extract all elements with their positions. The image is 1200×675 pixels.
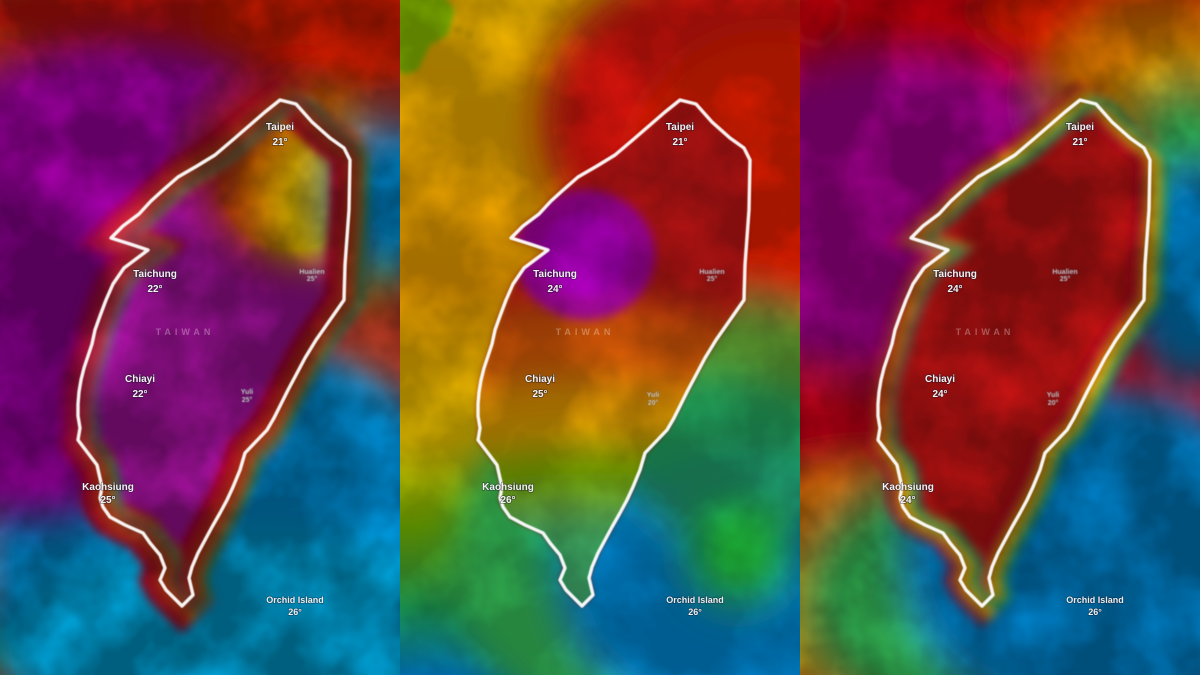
svg-text:TAIWAN: TAIWAN bbox=[956, 327, 1015, 337]
svg-text:21°: 21° bbox=[672, 137, 687, 148]
svg-text:Chiayi: Chiayi bbox=[125, 374, 155, 385]
svg-text:Taipei: Taipei bbox=[1066, 122, 1094, 133]
svg-text:TAIWAN: TAIWAN bbox=[556, 327, 615, 337]
svg-text:24°: 24° bbox=[932, 389, 947, 400]
svg-text:Yuli: Yuli bbox=[647, 392, 660, 399]
svg-text:Kaohsiung: Kaohsiung bbox=[882, 482, 934, 493]
svg-text:Orchid Island: Orchid Island bbox=[666, 595, 724, 605]
svg-text:25°: 25° bbox=[100, 495, 115, 506]
svg-text:25°: 25° bbox=[532, 389, 547, 400]
svg-text:Yuli: Yuli bbox=[241, 389, 254, 396]
svg-text:Hualien: Hualien bbox=[699, 269, 724, 276]
svg-text:26°: 26° bbox=[288, 607, 302, 617]
svg-text:Orchid Island: Orchid Island bbox=[1066, 595, 1124, 605]
svg-text:Taichung: Taichung bbox=[133, 269, 177, 280]
svg-text:Hualien: Hualien bbox=[1052, 269, 1077, 276]
svg-text:24°: 24° bbox=[547, 284, 562, 295]
svg-text:21°: 21° bbox=[1072, 137, 1087, 148]
svg-text:24°: 24° bbox=[900, 495, 915, 506]
svg-text:22°: 22° bbox=[147, 284, 162, 295]
svg-text:Taichung: Taichung bbox=[933, 269, 977, 280]
svg-text:TAIWAN: TAIWAN bbox=[156, 327, 215, 337]
svg-text:25°: 25° bbox=[307, 275, 318, 283]
svg-text:Yuli: Yuli bbox=[1047, 392, 1060, 399]
svg-text:Chiayi: Chiayi bbox=[925, 374, 955, 385]
svg-text:Taipei: Taipei bbox=[666, 122, 694, 133]
svg-text:Orchid Island: Orchid Island bbox=[266, 595, 324, 605]
svg-text:25°: 25° bbox=[1060, 275, 1071, 283]
svg-text:Taipei: Taipei bbox=[266, 122, 294, 133]
svg-text:25°: 25° bbox=[707, 275, 718, 283]
svg-text:26°: 26° bbox=[1088, 607, 1102, 617]
svg-text:26°: 26° bbox=[688, 607, 702, 617]
svg-text:Chiayi: Chiayi bbox=[525, 374, 555, 385]
svg-text:Kaohsiung: Kaohsiung bbox=[82, 482, 134, 493]
svg-text:Hualien: Hualien bbox=[299, 269, 324, 276]
svg-text:20°: 20° bbox=[1048, 399, 1059, 407]
svg-text:24°: 24° bbox=[947, 284, 962, 295]
svg-text:20°: 20° bbox=[648, 399, 659, 407]
svg-text:Taichung: Taichung bbox=[533, 269, 577, 280]
svg-text:22°: 22° bbox=[132, 389, 147, 400]
svg-text:25°: 25° bbox=[242, 396, 253, 404]
svg-text:26°: 26° bbox=[500, 495, 515, 506]
svg-text:Kaohsiung: Kaohsiung bbox=[482, 482, 534, 493]
svg-text:21°: 21° bbox=[272, 137, 287, 148]
